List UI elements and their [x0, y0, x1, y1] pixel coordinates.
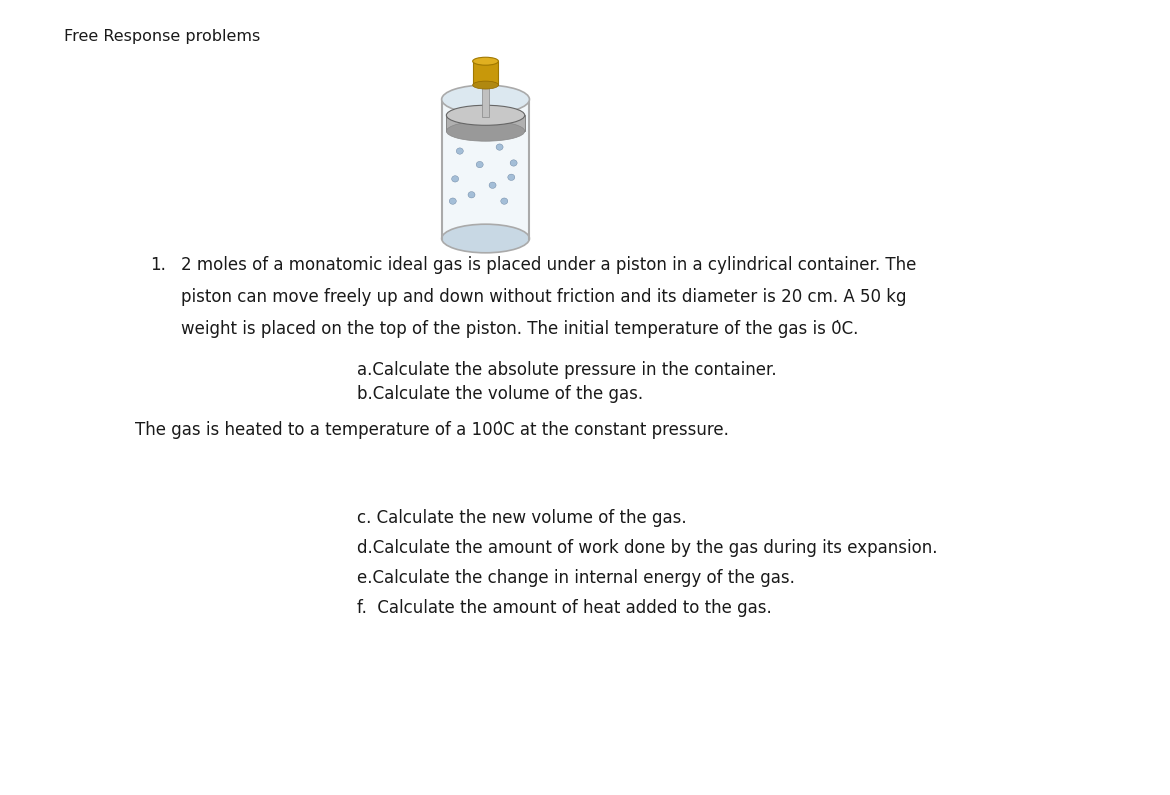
Text: 2 moles of a monatomic ideal gas is placed under a piston in a cylindrical conta: 2 moles of a monatomic ideal gas is plac…: [181, 256, 917, 274]
Text: c. Calculate the new volume of the gas.: c. Calculate the new volume of the gas.: [357, 509, 687, 527]
Ellipse shape: [452, 176, 459, 182]
Ellipse shape: [489, 182, 496, 188]
Text: b.Calculate the volume of the gas.: b.Calculate the volume of the gas.: [357, 385, 644, 403]
Text: e.Calculate the change in internal energy of the gas.: e.Calculate the change in internal energ…: [357, 569, 794, 588]
Ellipse shape: [449, 198, 456, 204]
Bar: [482, 85, 489, 117]
Text: Free Response problems: Free Response problems: [64, 29, 261, 45]
Ellipse shape: [508, 174, 515, 180]
Bar: [447, 115, 524, 131]
Ellipse shape: [501, 198, 508, 204]
Ellipse shape: [441, 85, 529, 114]
Ellipse shape: [496, 144, 503, 150]
Ellipse shape: [468, 192, 475, 198]
Text: weight is placed on the top of the piston. The initial temperature of the gas is: weight is placed on the top of the pisto…: [181, 320, 859, 338]
Ellipse shape: [476, 161, 483, 168]
Text: d.Calculate the amount of work done by the gas during its expansion.: d.Calculate the amount of work done by t…: [357, 539, 937, 557]
Ellipse shape: [473, 57, 498, 65]
Bar: [473, 61, 498, 85]
Text: f.  Calculate the amount of heat added to the gas.: f. Calculate the amount of heat added to…: [357, 599, 771, 618]
Text: 1.: 1.: [150, 256, 166, 274]
Text: The gas is heated to a temperature of a 100̇C at the constant pressure.: The gas is heated to a temperature of a …: [135, 421, 729, 440]
Ellipse shape: [473, 81, 498, 89]
Ellipse shape: [510, 160, 517, 166]
Text: a.Calculate the absolute pressure in the container.: a.Calculate the absolute pressure in the…: [357, 361, 777, 379]
Bar: [442, 99, 530, 238]
Ellipse shape: [441, 224, 529, 253]
Ellipse shape: [456, 148, 463, 154]
Text: piston can move freely up and down without friction and its diameter is 20 cm. A: piston can move freely up and down witho…: [181, 288, 907, 306]
Ellipse shape: [446, 105, 524, 126]
Ellipse shape: [446, 121, 524, 142]
